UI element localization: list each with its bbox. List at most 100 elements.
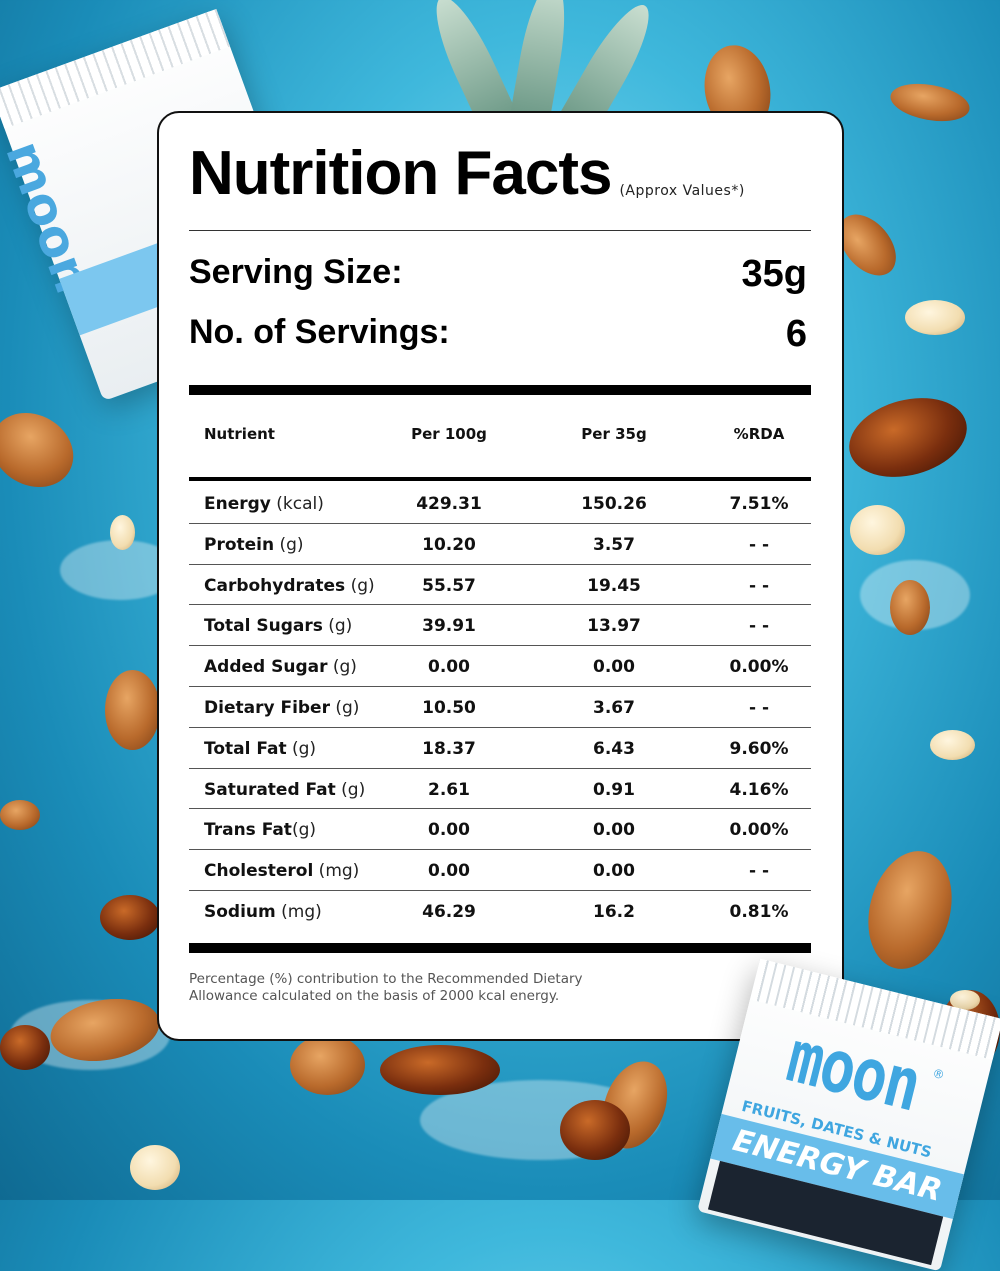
rda-value: - - <box>748 697 770 718</box>
per-35g-value: 13.97 <box>587 616 641 637</box>
per-100g-value: 18.37 <box>422 738 476 759</box>
rda-value: 9.60% <box>729 738 789 759</box>
almond-icon <box>0 800 40 830</box>
nutrient-unit: (mg) <box>313 861 360 882</box>
table-row: Added Sugar (g) 0.00 0.00 0.00% <box>189 646 811 687</box>
per-100g-value: 2.61 <box>428 779 470 800</box>
rda-value: - - <box>748 534 770 555</box>
serving-size-label: Serving Size: <box>189 253 403 291</box>
nutrient-name: Cholesterol <box>204 861 314 882</box>
nutrient-unit: (g) <box>322 616 353 637</box>
nutrient-name: Sodium <box>204 901 276 922</box>
date-fruit-icon <box>0 1025 50 1070</box>
rda-value: - - <box>748 861 770 882</box>
table-row: Energy (kcal) 429.31 150.26 7.51% <box>189 483 811 524</box>
almond-icon <box>887 78 973 127</box>
almond-icon <box>105 670 160 750</box>
nutrient-unit: (g) <box>291 820 317 841</box>
peanut-icon <box>905 300 965 335</box>
page-title: Nutrition Facts <box>189 139 612 208</box>
per-35g-value: 0.00 <box>593 657 635 678</box>
nutrient-unit: (g) <box>274 534 304 555</box>
divider-thick <box>189 943 811 953</box>
header-rda: %RDA <box>733 425 785 443</box>
divider <box>189 230 811 231</box>
per-35g-value: 16.2 <box>593 901 635 922</box>
per-35g-value: 0.00 <box>593 861 635 882</box>
nutrient-name: Total Fat <box>204 738 287 759</box>
peanut-icon <box>950 990 980 1010</box>
per-100g-value: 0.00 <box>428 861 470 882</box>
table-row: Trans Fat(g) 0.00 0.00 0.00% <box>189 809 811 851</box>
per-100g-value: 10.50 <box>422 697 476 718</box>
table-row: Sodium (mg) 46.29 16.2 0.81% <box>189 891 811 932</box>
per-35g-value: 6.43 <box>593 738 635 759</box>
serving-size-value: 35g <box>741 253 807 295</box>
table-row: Protein (g) 10.20 3.57 - - <box>189 524 811 565</box>
table-header: Nutrient Per 100g Per 35g %RDA <box>189 425 811 445</box>
divider-medium <box>189 477 811 481</box>
per-35g-value: 150.26 <box>581 494 647 514</box>
header-per-100g: Per 100g <box>411 425 487 443</box>
nutrient-unit: (g) <box>329 697 360 718</box>
date-fruit-icon <box>560 1100 630 1160</box>
nutrient-table: Energy (kcal) 429.31 150.26 7.51% Protei… <box>189 483 811 932</box>
per-100g-value: 0.00 <box>428 657 470 678</box>
servings-value: 6 <box>785 313 807 355</box>
per-100g-value: 39.91 <box>422 616 476 637</box>
almond-icon <box>855 841 965 979</box>
rda-value: - - <box>748 616 770 637</box>
servings-label: No. of Servings: <box>189 313 450 351</box>
peanut-icon <box>130 1145 180 1190</box>
nutrient-name: Added Sugar <box>204 657 328 678</box>
nutrient-unit: (g) <box>286 738 317 759</box>
almond-icon <box>0 398 87 502</box>
table-row: Dietary Fiber (g) 10.50 3.67 - - <box>189 687 811 728</box>
per-35g-value: 0.00 <box>593 820 635 841</box>
rda-value: 0.00% <box>729 820 789 841</box>
nutrient-name: Protein <box>204 534 275 555</box>
per-100g-value: 10.20 <box>422 534 476 555</box>
peanut-icon <box>930 730 975 760</box>
per-100g-value: 46.29 <box>422 901 476 922</box>
per-35g-value: 3.67 <box>593 697 635 718</box>
servings-row: No. of Servings: 6 <box>189 313 807 356</box>
nutrient-name: Total Sugars <box>204 616 323 637</box>
nutrient-name: Carbohydrates <box>204 575 346 596</box>
per-100g-value: 429.31 <box>416 494 482 514</box>
registered-mark: ® <box>930 1065 947 1083</box>
rda-value: 0.81% <box>729 901 789 922</box>
nutrient-unit: (kcal) <box>270 494 324 514</box>
rda-value: 7.51% <box>729 494 789 514</box>
table-row: Total Fat (g) 18.37 6.43 9.60% <box>189 728 811 769</box>
nutrient-name: Saturated Fat <box>204 779 336 800</box>
per-100g-value: 0.00 <box>428 820 470 841</box>
rda-value: - - <box>748 575 770 596</box>
table-row: Carbohydrates (g) 55.57 19.45 - - <box>189 565 811 606</box>
serving-size-row: Serving Size: 35g <box>189 253 807 296</box>
almond-icon <box>290 1035 365 1095</box>
nutrient-unit: (mg) <box>275 901 322 922</box>
nutrient-unit: (g) <box>327 657 357 678</box>
peanut-icon <box>850 505 905 555</box>
per-35g-value: 3.57 <box>593 534 635 555</box>
footnote: Percentage (%) contribution to the Recom… <box>189 971 583 1004</box>
date-fruit-icon <box>840 385 976 490</box>
nutrient-name: Dietary Fiber <box>204 697 330 718</box>
divider-thick <box>189 385 811 395</box>
date-fruit-icon <box>100 895 160 940</box>
nutrient-name: Trans Fat <box>204 820 292 841</box>
peanut-icon <box>110 515 135 550</box>
almond-icon <box>890 580 930 635</box>
per-100g-value: 55.57 <box>422 575 476 596</box>
header-per-35g: Per 35g <box>581 425 647 443</box>
nutrient-name: Energy <box>204 494 271 514</box>
table-row: Total Sugars (g) 39.91 13.97 - - <box>189 605 811 647</box>
per-35g-value: 19.45 <box>587 575 641 596</box>
approx-note: (Approx Values*) <box>619 183 745 199</box>
table-row: Saturated Fat (g) 2.61 0.91 4.16% <box>189 769 811 810</box>
nutrition-facts-card: Nutrition Facts (Approx Values*) Serving… <box>157 111 844 1041</box>
nutrient-unit: (g) <box>335 779 366 800</box>
rda-value: 4.16% <box>729 779 789 800</box>
per-35g-value: 0.91 <box>593 779 635 800</box>
